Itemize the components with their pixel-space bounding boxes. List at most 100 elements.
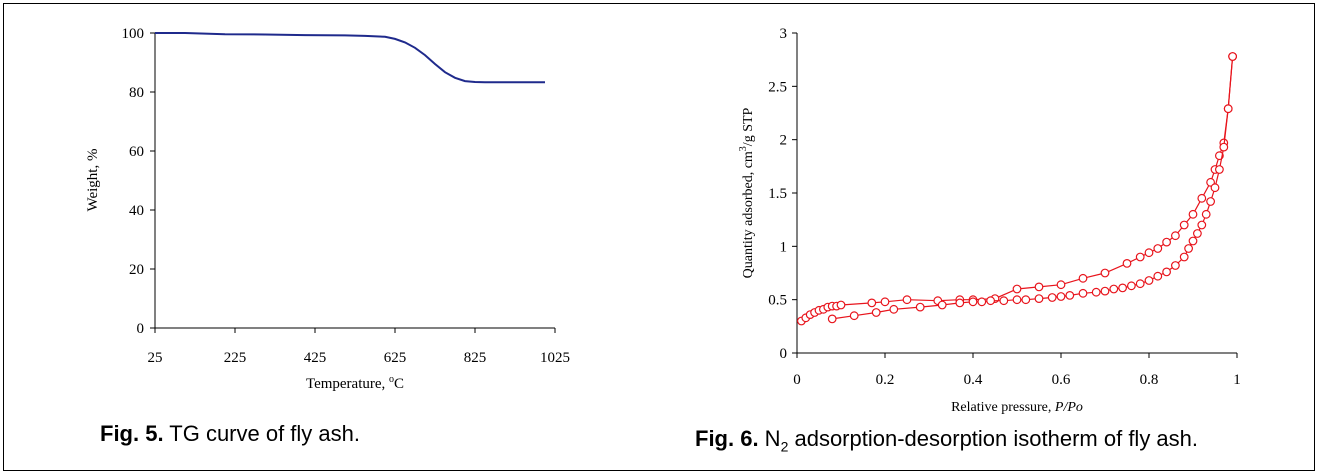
iso-data-point: [1135, 279, 1145, 289]
iso-data-point: [1170, 231, 1180, 241]
iso-data-point: [1034, 294, 1044, 304]
tg-x-tick-label: 825: [464, 350, 487, 366]
tg-y-tick-label: 20: [129, 262, 144, 278]
iso-x-tick-label: 0.6: [1052, 372, 1071, 388]
iso-data-point: [1091, 287, 1101, 297]
iso-data-point: [1179, 252, 1189, 262]
tg-y-tick-label: 40: [129, 203, 144, 219]
iso-data-point: [1206, 197, 1215, 206]
iso-data-point: [1197, 220, 1207, 230]
iso-y-tick-label: 2.5: [768, 79, 787, 95]
iso-data-point: [1192, 229, 1202, 238]
iso-data-point: [968, 297, 978, 307]
fig6-caption-text-a: N: [758, 426, 781, 451]
iso-data-point: [1219, 142, 1229, 152]
tg-x-tick-label: 1025: [540, 350, 570, 366]
iso-data-point: [1162, 237, 1171, 247]
iso-data-point: [1100, 286, 1110, 296]
tg-series: [155, 32, 545, 84]
iso-data-point: [977, 297, 987, 307]
iso-data-point: [1170, 261, 1180, 270]
tg-x-tick-label: 625: [384, 350, 407, 366]
isotherm-chart: 0 0.5 1 1.5 2 2.5 3 0 0.2 0.4 0.6 0.8 1 Relative pr…: [738, 26, 1241, 415]
iso-data-point: [1214, 165, 1224, 174]
iso-y-tick-label: 1: [780, 239, 788, 255]
tg-x-tick-label: 225: [224, 350, 247, 366]
iso-data-point: [1188, 236, 1198, 246]
fig5-caption-label: Fig. 5.: [100, 421, 164, 446]
iso-data-point: [915, 302, 925, 312]
iso-data-point: [1144, 248, 1154, 258]
iso-series-line-adsorption: [801, 56, 1234, 322]
iso-data-point: [1179, 220, 1189, 230]
iso-x-tick-label: 1: [1233, 372, 1241, 388]
iso-data-point: [1188, 209, 1198, 219]
iso-y-axis-label: Quantity adsorbed, cm3/g STP: [738, 107, 756, 278]
iso-data-point: [867, 298, 877, 308]
iso-series: [797, 52, 1237, 326]
tg-series-line: [155, 32, 545, 84]
tg-x-axis-label: Temperature, oC: [306, 374, 404, 392]
iso-x-tick-label: 0.8: [1140, 372, 1159, 388]
iso-data-point: [827, 314, 837, 324]
iso-y-tick-label: 2: [780, 133, 788, 149]
iso-data-point: [986, 296, 995, 306]
iso-y-tick-label: 1.5: [768, 186, 787, 202]
tg-y-ticks: 0 20 40 60 80 100: [122, 26, 155, 337]
iso-data-point: [1047, 293, 1057, 302]
iso-data-point: [1197, 193, 1207, 203]
iso-x-tick-label: 0.2: [876, 372, 895, 388]
tg-y-tick-label: 60: [129, 144, 144, 160]
iso-data-point: [1122, 259, 1132, 268]
tg-x-tick-label: 425: [304, 350, 327, 366]
iso-data-point: [1078, 288, 1088, 298]
tg-chart: 0 20 40 60 80 100 25 225 425 625 825 1025 Temperat…: [85, 26, 570, 392]
tg-x-ticks: 25 225 425 625 825 1025: [148, 328, 570, 366]
iso-data-point: [1056, 292, 1066, 301]
iso-data-point: [1223, 104, 1233, 114]
iso-x-tick-label: 0: [793, 372, 801, 388]
iso-data-point: [1100, 268, 1110, 278]
iso-data-point: [1034, 282, 1044, 292]
fig5-caption-text: TG curve of fly ash.: [163, 421, 361, 446]
iso-data-point: [1021, 295, 1031, 305]
iso-series-line-desorption: [832, 56, 1234, 320]
iso-data-point: [1184, 244, 1193, 253]
tg-x-tick-label: 25: [148, 350, 163, 366]
iso-data-point: [1228, 52, 1237, 61]
iso-data-point: [1201, 209, 1211, 219]
iso-data-point: [849, 311, 859, 321]
iso-data-point: [1012, 295, 1022, 305]
iso-data-point: [1056, 280, 1066, 290]
figure-frame: [3, 3, 1315, 471]
iso-data-point: [955, 298, 965, 308]
fig6-caption-label: Fig. 6.: [695, 426, 759, 451]
iso-data-point: [1118, 283, 1127, 293]
tg-y-axis-label: Weight, %: [85, 149, 101, 212]
fig6-caption-sub: 2: [780, 438, 789, 455]
iso-x-tick-label: 0.4: [964, 372, 983, 388]
iso-data-point: [1162, 267, 1171, 277]
iso-data-point: [1135, 252, 1145, 262]
iso-y-tick-label: 0.5: [768, 293, 787, 309]
iso-data-point: [902, 295, 912, 305]
iso-data-point: [1078, 273, 1088, 283]
iso-data-point: [1065, 291, 1075, 300]
iso-data-point: [889, 304, 899, 314]
fig5-caption: Fig. 5. TG curve of fly ash.: [100, 421, 360, 447]
iso-x-axis-label: Relative pressure, P/Po: [951, 400, 1083, 415]
tg-y-tick-label: 80: [129, 85, 144, 101]
iso-data-point: [937, 300, 947, 310]
iso-data-point: [1012, 284, 1022, 294]
iso-y-tick-label: 0: [780, 346, 788, 362]
iso-data-point: [1153, 244, 1163, 253]
tg-y-tick-label: 0: [137, 321, 145, 337]
fig6-caption: Fig. 6. N2 adsorption-desorption isother…: [695, 426, 1198, 454]
iso-data-point: [1153, 271, 1163, 281]
iso-data-point: [880, 297, 890, 307]
iso-data-point: [836, 300, 846, 310]
iso-data-point: [999, 296, 1009, 306]
iso-data-point: [1210, 183, 1220, 193]
iso-data-point: [1144, 276, 1154, 285]
